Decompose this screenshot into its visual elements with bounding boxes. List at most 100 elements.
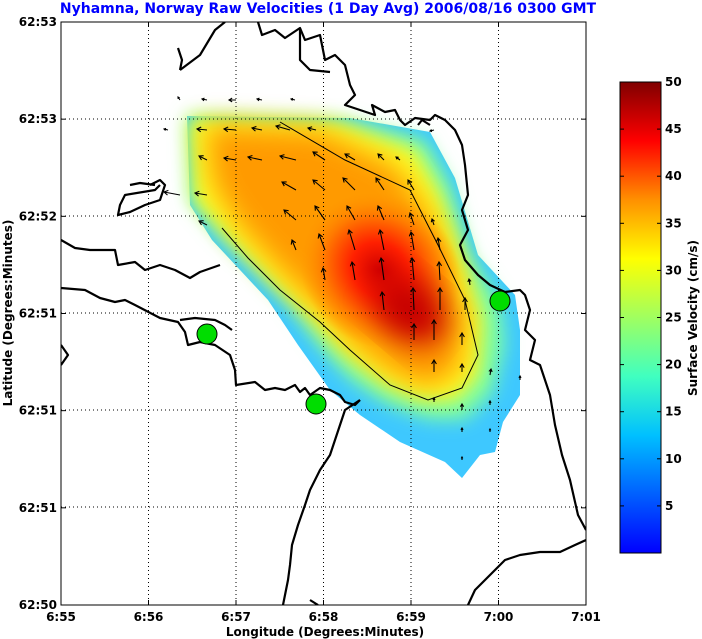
colorbar [619,81,662,554]
velocity-arrow [428,129,435,133]
velocity-arrow [437,286,443,310]
velocity-arrow [436,260,443,281]
velocity-arrow [377,228,385,251]
y-tick-label: 62:52 [19,209,57,223]
velocity-arrows [162,96,522,460]
velocity-arrow [320,266,327,281]
colorbar-label: Surface Velocity (cm/s) [686,240,700,396]
chart-title: Nyhamna, Norway Raw Velocities (1 Day Av… [60,1,597,17]
x-tick-label: 6:55 [46,610,76,624]
colorbar-tick-label: 50 [665,75,682,89]
velocity-arrow [460,455,464,460]
y-axis-ticks: 62:50 62:51 62:51 62:51 62:52 62:53 62:53 [19,15,586,612]
x-axis-ticks: 6:55 6:56 6:57 6:58 6:59 7:00 7:01 [46,22,601,624]
velocity-arrow [459,362,465,372]
station-south-marker[interactable] [305,393,327,415]
velocity-arrow [395,156,401,161]
x-tick-label: 6:56 [134,610,164,624]
coastline [61,22,586,605]
velocity-arrow [349,260,356,281]
y-tick-label: 62:51 [19,501,57,515]
velocity-arrow [342,177,356,191]
station-east-marker[interactable] [489,290,511,312]
velocity-arrow [306,126,317,132]
colorbar-tick-label: 45 [665,122,682,136]
velocity-arrow [435,236,442,251]
colorbar-tick-label: 40 [665,169,682,183]
velocity-arrow [278,154,297,161]
velocity-arrow [378,256,385,281]
velocity-arrow [317,232,326,251]
colorbar-ticks: 5 10 15 20 25 30 35 40 45 50 [620,75,682,513]
velocity-arrow [459,402,465,410]
velocity-arrow [488,367,493,376]
velocity-arrow [162,189,181,196]
y-tick-label: 62:51 [19,307,57,321]
x-axis-label: Longitude (Degrees:Minutes) [226,625,424,639]
station-west-marker[interactable] [196,323,218,345]
velocity-arrow [462,296,468,310]
velocity-arrow [314,205,326,221]
velocity-arrow [281,181,297,191]
y-axis-label: Latitude (Degrees:Minutes) [1,220,15,407]
y-tick-label: 62:53 [19,112,57,126]
velocity-arrow [283,209,297,221]
velocity-arrow [431,358,437,372]
velocity-arrow [467,277,472,286]
velocity-arrow [409,256,416,281]
x-tick-label: 6:58 [309,610,339,624]
velocity-arrow [408,211,415,226]
velocity-arrow [488,427,492,432]
contour-line [221,121,479,401]
velocity-arrow [430,217,435,226]
velocity-arrow [198,220,208,226]
velocity-arrow [460,426,464,432]
velocity-arrow [411,322,417,340]
velocity-arrow [377,153,385,161]
velocity-arrow [246,154,263,161]
velocity-arrow [518,374,522,380]
colorbar-tick-label: 25 [665,311,682,325]
velocity-field [187,116,520,478]
x-tick-label: 6:57 [221,610,251,624]
velocity-arrow [431,318,437,340]
velocity-arrow [177,96,181,101]
velocity-arrow [344,153,356,161]
y-tick-label: 62:53 [19,15,57,29]
x-tick-label: 7:01 [571,610,601,624]
stations [196,290,511,415]
x-tick-label: 7:00 [484,610,514,624]
velocity-arrow [274,124,291,131]
velocity-arrow [488,399,492,405]
velocity-arrow [312,151,326,161]
x-tick-label: 6:59 [396,610,426,624]
colorbar-tick-label: 30 [665,263,682,277]
velocity-arrow [407,179,415,191]
velocity-arrow [222,126,237,133]
velocity-arrow [312,179,326,191]
velocity-arrow [459,331,465,345]
velocity-arrow [410,286,417,311]
velocity-arrow [379,290,386,311]
velocity-arrow [347,228,356,251]
velocity-arrow [289,97,296,101]
y-tick-label: 62:50 [19,598,57,612]
velocity-arrow [200,97,208,102]
velocity-arrow [198,155,208,161]
velocity-arrow [432,396,436,402]
velocity-arrow [222,155,237,162]
velocity-arrow [346,205,356,221]
velocity-arrow [227,97,236,103]
field-max [373,275,447,345]
velocity-arrow [376,205,385,221]
colorbar-tick-label: 35 [665,216,682,230]
velocity-arrow [193,190,208,197]
colorbar-tick-label: 10 [665,452,682,466]
velocity-arrow [375,177,385,191]
velocity-arrow [290,239,297,251]
y-tick-label: 62:51 [19,404,57,418]
velocity-arrow [195,126,208,133]
colorbar-tick-label: 5 [665,499,673,513]
